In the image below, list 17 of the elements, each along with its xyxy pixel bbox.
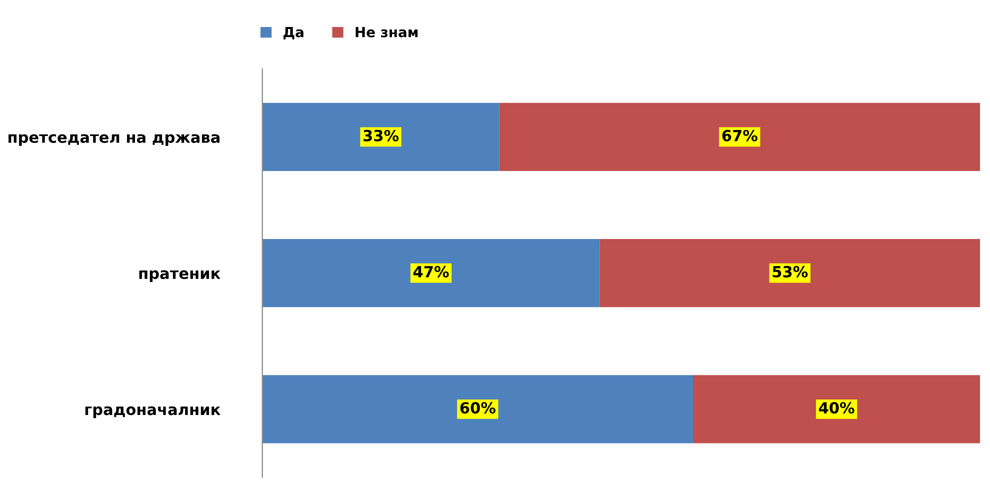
data-label: 40% bbox=[818, 402, 854, 414]
data-label: 53% bbox=[772, 266, 808, 278]
data-label: 33% bbox=[364, 130, 399, 142]
data-label: 67% bbox=[722, 130, 758, 142]
data-label: 47% bbox=[413, 266, 449, 278]
y-tick-label: пратеник bbox=[139, 270, 220, 282]
data-label: 60% bbox=[460, 402, 496, 414]
bar bbox=[499, 102, 980, 171]
bar bbox=[600, 239, 980, 308]
bar bbox=[262, 239, 600, 308]
legend-label: Не знам bbox=[356, 27, 418, 38]
legend-label: Да bbox=[284, 27, 304, 40]
y-tick-label: претседател на држава bbox=[8, 134, 220, 146]
bar bbox=[262, 375, 693, 444]
bar bbox=[262, 102, 500, 171]
y-tick-label: градоначалник bbox=[85, 406, 220, 418]
bar bbox=[693, 375, 980, 444]
